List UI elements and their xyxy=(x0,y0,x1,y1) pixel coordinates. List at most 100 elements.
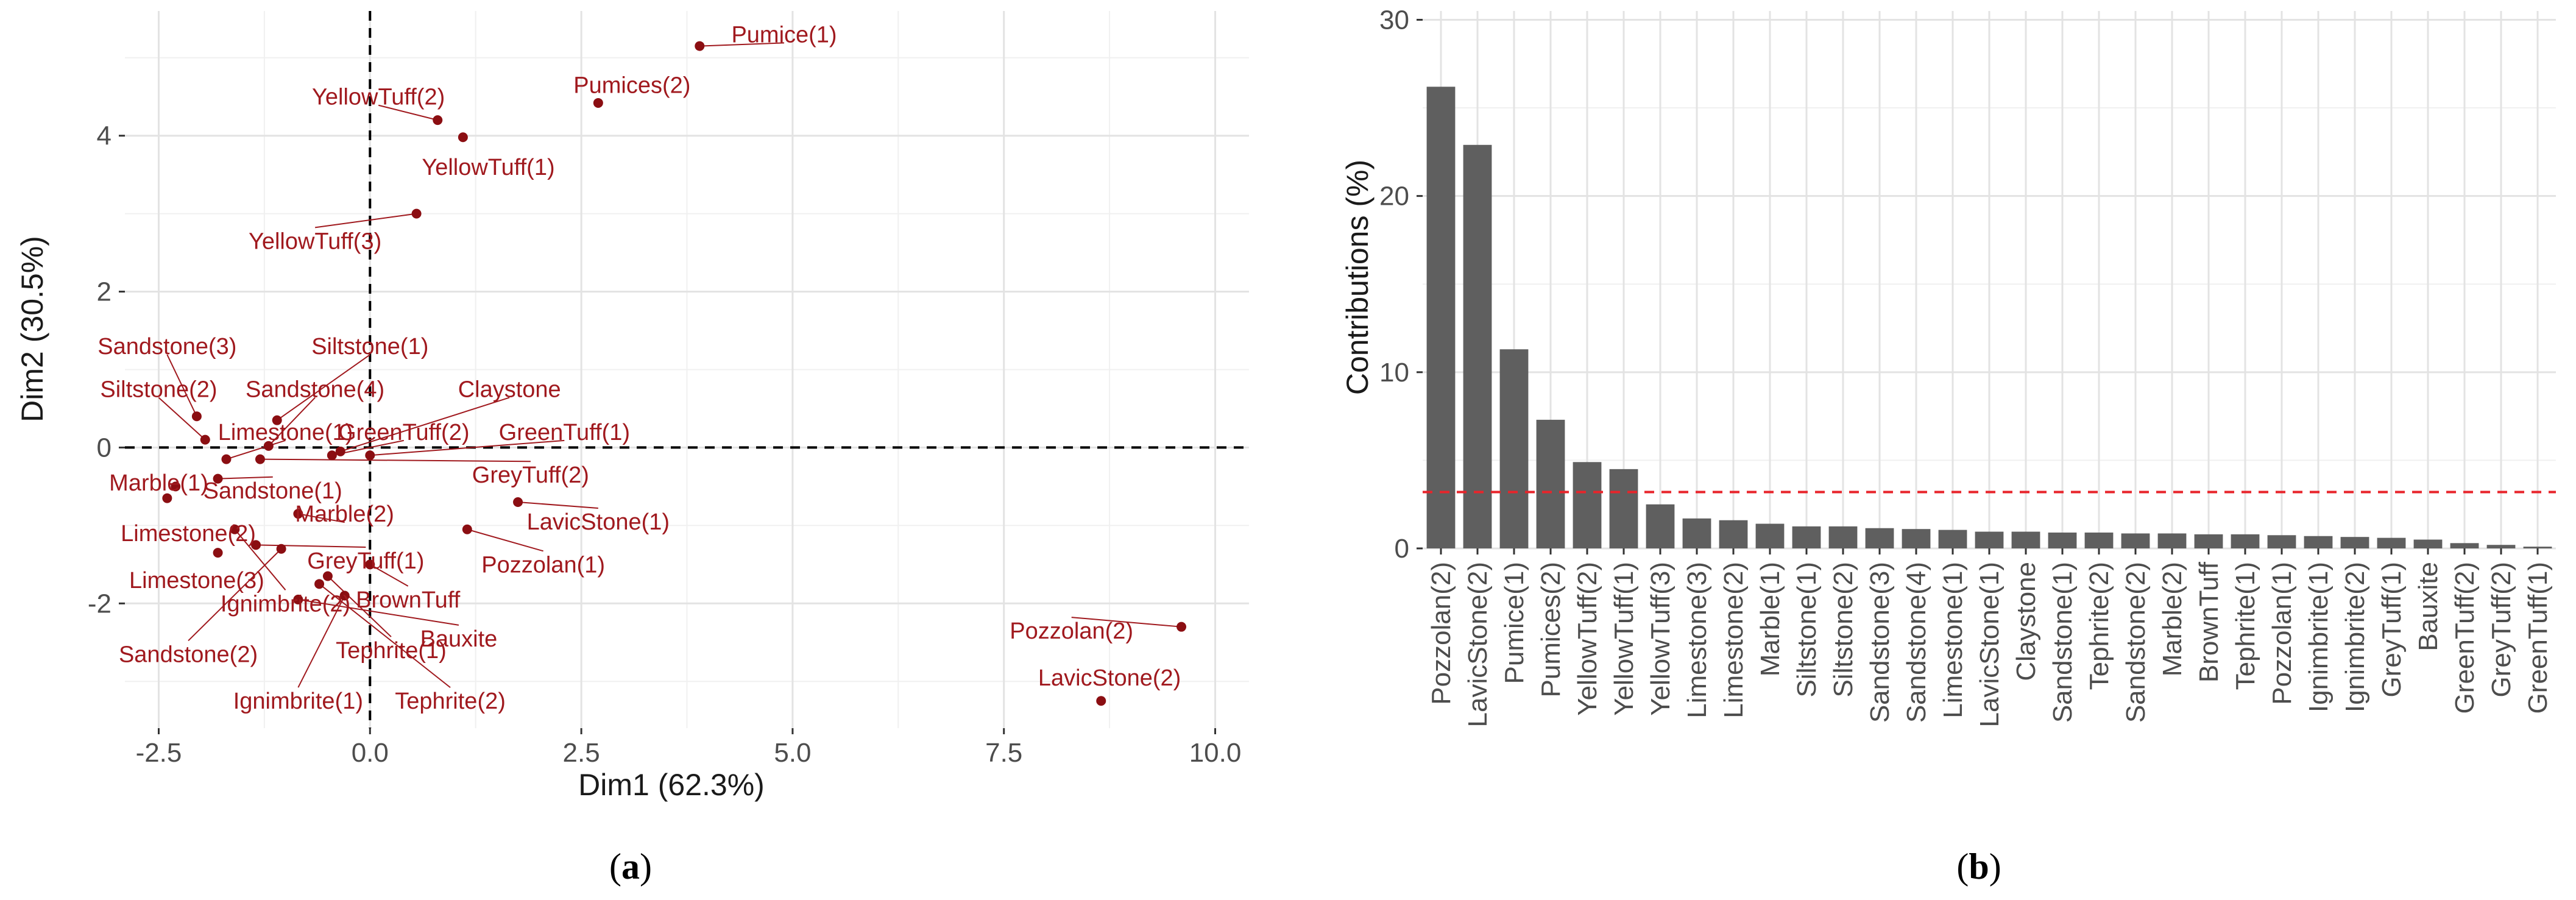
leader-line xyxy=(340,397,510,452)
scatter-points xyxy=(162,41,1187,706)
scatter-panel: Pumice(1) Pumices(2) YellowTuff(2) YellowTu… xyxy=(15,11,1249,887)
scatter-point-label: YellowTuff(2) xyxy=(312,85,445,110)
x-tick-label: Sandstone(3) xyxy=(1865,562,1895,723)
y-tick-label: 20 xyxy=(1379,182,1409,211)
scatter-x-tick-labels: -2.5 0.0 2.5 5.0 7.5 10.0 xyxy=(136,728,1242,768)
bar xyxy=(1828,526,1858,548)
panel-label-b: (b) xyxy=(1956,846,2001,887)
scatter-point xyxy=(695,41,705,51)
bar-gridlines xyxy=(1423,11,2556,550)
leader-line xyxy=(166,354,197,417)
leader-line xyxy=(314,213,417,229)
leader-line xyxy=(378,104,438,121)
x-tick-label: BrownTuff xyxy=(2194,561,2224,682)
bar-x-tick-labels: Pozzolan(2) LavicStone(2) Pumice(1) Pumices… xyxy=(1426,548,2553,727)
scatter-point-label: Sandstone(1) xyxy=(203,478,342,504)
bar xyxy=(1719,520,1748,548)
bar xyxy=(1426,87,1456,548)
x-tick-label: Limestone(3) xyxy=(1682,562,1712,718)
x-tick-label: 10.0 xyxy=(1189,738,1242,768)
scatter-point-label: Sandstone(2) xyxy=(119,642,258,667)
x-tick-label: Marble(1) xyxy=(1755,562,1785,676)
x-tick-label: Siltstone(2) xyxy=(1828,562,1858,698)
y-tick-label: 30 xyxy=(1379,5,1409,35)
scatter-point-label: Pozzolan(1) xyxy=(481,552,605,578)
scatter-gridlines xyxy=(125,11,1249,728)
bar xyxy=(2450,543,2479,548)
bar xyxy=(1646,504,1675,548)
leader-line xyxy=(268,397,316,447)
x-tick-label: Ignimbrite(1) xyxy=(2304,562,2334,712)
leader-line xyxy=(218,476,273,480)
bar xyxy=(2486,545,2516,548)
scatter-point xyxy=(1177,622,1187,632)
scatter-point-label: GreenTuff(1) xyxy=(499,420,630,445)
x-tick-label: 2.5 xyxy=(563,738,600,768)
scatter-point xyxy=(272,415,282,425)
bar xyxy=(1536,419,1565,548)
leader-line xyxy=(298,513,345,523)
x-tick-label: GreenTuff(1) xyxy=(2523,562,2553,714)
leader-line xyxy=(298,598,459,626)
scatter-point xyxy=(365,559,375,570)
bar xyxy=(2304,536,2333,548)
x-tick-label: 7.5 xyxy=(985,738,1022,768)
scatter-point xyxy=(162,493,172,503)
scatter-point xyxy=(255,454,265,464)
bar xyxy=(2267,535,2296,548)
leader-line xyxy=(369,564,409,587)
leader-line xyxy=(255,544,366,548)
scatter-point xyxy=(1096,696,1106,706)
x-tick-label: YellowTuff(2) xyxy=(1573,562,1602,716)
bar-y-axis-title: Contributions (%) xyxy=(1340,160,1375,395)
scatter-point-label: Marble(2) xyxy=(295,501,394,527)
scatter-point xyxy=(339,590,350,601)
scatter-point xyxy=(200,434,210,445)
bar xyxy=(2084,532,2114,548)
scatter-point xyxy=(335,446,345,456)
bar xyxy=(2011,531,2040,548)
x-tick-label: Limestone(2) xyxy=(1719,562,1749,718)
scatter-point xyxy=(462,524,472,534)
bar-y-tick-labels: 0 10 20 30 xyxy=(1379,5,1423,564)
scatter-point xyxy=(365,450,375,461)
scatter-point xyxy=(293,509,303,519)
scatter-point xyxy=(276,544,286,554)
scatter-point-label: Pozzolan(2) xyxy=(1010,618,1133,644)
x-tick-label: YellowTuff(1) xyxy=(1609,562,1639,716)
scatter-point-label: BrownTuff xyxy=(356,587,461,613)
scatter-x-axis-title: Dim1 (62.3%) xyxy=(578,768,765,802)
scatter-point xyxy=(593,97,603,108)
scatter-point-label: Limestone(1) xyxy=(218,420,353,445)
leader-line xyxy=(467,528,543,552)
scatter-point-label: Marble(1) xyxy=(109,470,208,496)
scatter-y-axis-title: Dim2 (30.5%) xyxy=(15,236,49,422)
scatter-point-label: Tephrite(1) xyxy=(336,638,447,664)
x-tick-label: Siltstone(1) xyxy=(1792,562,1822,698)
scatter-point-label: GreenTuff(2) xyxy=(338,420,469,445)
scatter-point-label: GreyTuff(1) xyxy=(307,548,424,574)
leader-line xyxy=(297,595,345,688)
bar xyxy=(2194,534,2223,548)
leader-line xyxy=(319,583,451,689)
x-tick-label: Sandstone(2) xyxy=(2121,562,2151,723)
scatter-point xyxy=(263,441,274,451)
bar xyxy=(1938,530,1967,548)
x-tick-label: Pozzolan(1) xyxy=(2267,562,2297,705)
leader-line xyxy=(370,439,565,456)
leader-line xyxy=(234,529,286,590)
x-tick-label: Pumices(2) xyxy=(1536,562,1566,698)
bar xyxy=(2340,537,2369,548)
scatter-point-label: Sandstone(4) xyxy=(246,377,384,402)
bar xyxy=(1755,523,1785,548)
bar xyxy=(2231,534,2260,548)
bar xyxy=(1792,526,1821,548)
leader-line xyxy=(1071,617,1182,628)
bar xyxy=(2048,532,2077,548)
x-tick-label: Sandstone(1) xyxy=(2048,562,2078,723)
scatter-point xyxy=(458,132,468,143)
x-tick-label: Pozzolan(2) xyxy=(1426,562,1456,705)
y-tick-label: 4 xyxy=(97,121,111,151)
scatter-point-label: Ignimbrite(1) xyxy=(233,689,363,714)
leader-line xyxy=(260,458,531,462)
